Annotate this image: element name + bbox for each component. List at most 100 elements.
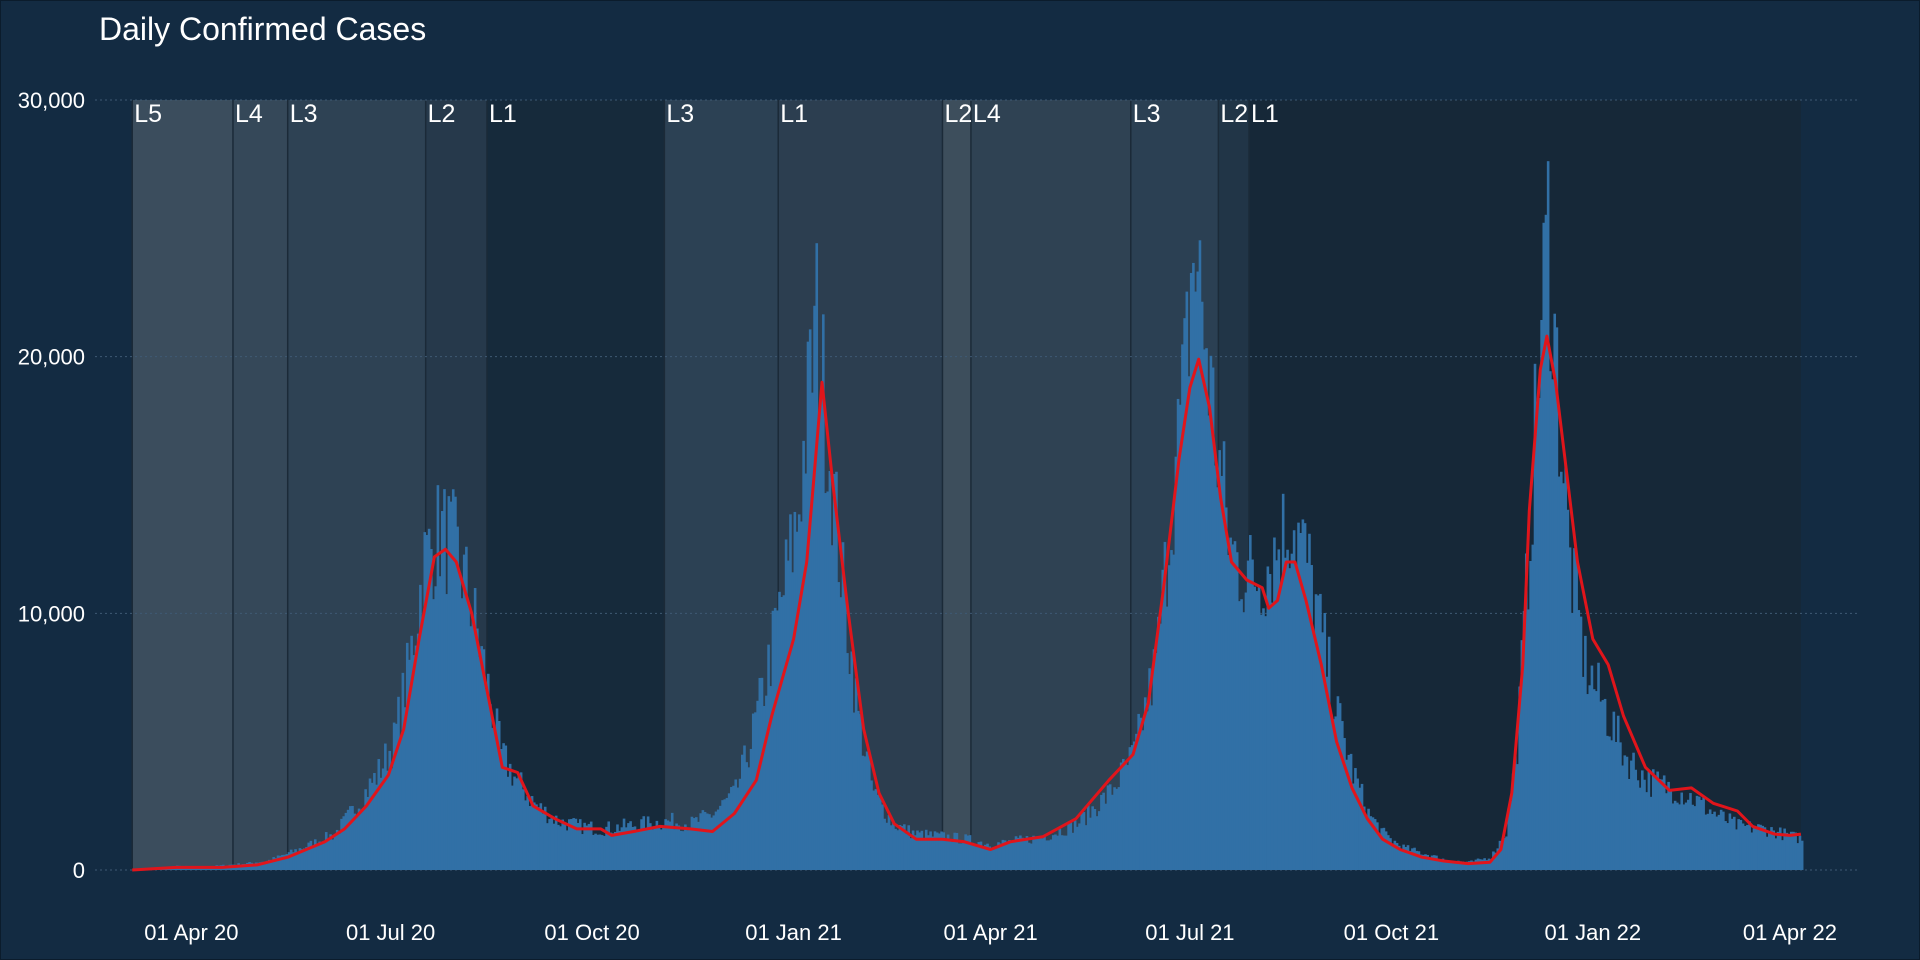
daily-bar [646, 816, 650, 870]
daily-bar [1597, 662, 1600, 870]
daily-bar [1279, 587, 1283, 870]
daily-bar [491, 727, 494, 870]
daily-bar [1737, 819, 1740, 870]
daily-bar [1632, 752, 1635, 870]
daily-bar [1800, 840, 1804, 870]
daily-bar [727, 793, 731, 870]
daily-bar [1214, 465, 1217, 870]
daily-bar [1365, 818, 1368, 870]
daily-bar [968, 835, 972, 870]
daily-bar [1437, 859, 1440, 870]
y-tick-label: 0 [73, 858, 85, 883]
daily-bar [454, 496, 457, 870]
daily-bar [1535, 401, 1539, 870]
daily-bar [1345, 759, 1348, 870]
daily-bar [988, 846, 992, 870]
alert-level-label: L3 [666, 100, 694, 128]
daily-bar [506, 776, 510, 870]
x-tick-label: 01 Apr 20 [144, 920, 238, 945]
daily-bar [701, 810, 705, 870]
daily-bar [1577, 610, 1581, 870]
daily-bar [1010, 842, 1013, 870]
daily-bar [977, 842, 981, 870]
daily-bar [830, 545, 834, 870]
daily-bar [263, 861, 267, 870]
daily-bar [1592, 689, 1596, 870]
daily-bar [476, 628, 479, 870]
daily-bar [1649, 796, 1653, 870]
daily-bar [1008, 840, 1011, 870]
daily-bar [1251, 559, 1254, 870]
daily-bar [784, 539, 788, 870]
daily-bar [283, 854, 286, 870]
daily-bar [1457, 860, 1460, 870]
daily-bar [1459, 861, 1462, 870]
daily-bar [1358, 787, 1362, 870]
daily-bar [1165, 606, 1169, 870]
daily-bar [1319, 593, 1322, 870]
daily-bar [287, 852, 291, 870]
daily-bar [955, 832, 959, 870]
daily-bar [257, 862, 260, 870]
daily-bar [449, 501, 453, 870]
daily-bar [692, 818, 696, 870]
daily-bar [1038, 836, 1042, 870]
daily-bar [1014, 836, 1018, 870]
daily-bar [1641, 770, 1644, 870]
daily-bar [1531, 544, 1535, 870]
daily-bar [916, 830, 919, 870]
daily-bar [1665, 793, 1668, 870]
daily-bar [631, 826, 635, 870]
daily-bar [767, 644, 770, 870]
daily-bar [570, 819, 573, 870]
daily-bar [942, 832, 946, 870]
daily-bar [1198, 240, 1202, 871]
daily-bar [401, 672, 405, 870]
daily-bar [456, 526, 459, 870]
daily-bar [769, 686, 773, 870]
daily-bar [1106, 785, 1110, 870]
daily-bar [1406, 845, 1410, 870]
x-tick-label: 01 Jan 21 [745, 920, 842, 945]
daily-bar [1295, 565, 1298, 870]
daily-bar [1395, 843, 1399, 870]
daily-bar [749, 748, 753, 870]
daily-bar [552, 823, 556, 870]
daily-bar [1016, 837, 1020, 870]
daily-bar [1119, 762, 1123, 870]
daily-bar [1746, 824, 1749, 870]
daily-bar [1739, 819, 1743, 870]
daily-bar [1286, 549, 1289, 870]
daily-bar [1450, 861, 1454, 870]
daily-bar [1487, 858, 1491, 870]
daily-bar [979, 841, 983, 870]
daily-bar [1354, 768, 1357, 870]
daily-bar [793, 511, 797, 870]
daily-bar [1284, 557, 1287, 870]
daily-bar [909, 838, 913, 870]
alert-band [232, 100, 288, 870]
daily-bar [854, 678, 858, 870]
daily-bar [397, 696, 400, 870]
daily-bar [1621, 765, 1624, 870]
daily-bar [1316, 595, 1320, 870]
daily-bar [1314, 594, 1318, 870]
daily-bar [530, 796, 534, 870]
daily-bar [1249, 535, 1252, 870]
daily-bar [1308, 533, 1311, 870]
daily-bar [377, 759, 381, 870]
daily-bar [1687, 799, 1690, 870]
alert-band [942, 100, 971, 870]
daily-bar [651, 829, 654, 870]
daily-bar [1555, 327, 1559, 870]
daily-bar [848, 674, 851, 870]
daily-bar [1680, 792, 1684, 870]
alert-level-label: L1 [1251, 100, 1279, 128]
daily-bar [375, 784, 378, 870]
daily-bar [1255, 591, 1259, 870]
daily-bar [1430, 855, 1434, 870]
daily-bar [1614, 741, 1618, 870]
daily-bar [861, 755, 865, 870]
daily-bar [640, 819, 643, 870]
daily-bar [1065, 835, 1068, 870]
